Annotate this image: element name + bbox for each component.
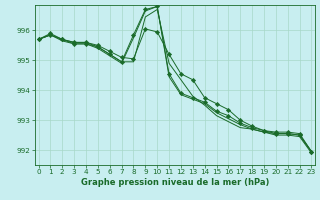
X-axis label: Graphe pression niveau de la mer (hPa): Graphe pression niveau de la mer (hPa) (81, 178, 269, 187)
